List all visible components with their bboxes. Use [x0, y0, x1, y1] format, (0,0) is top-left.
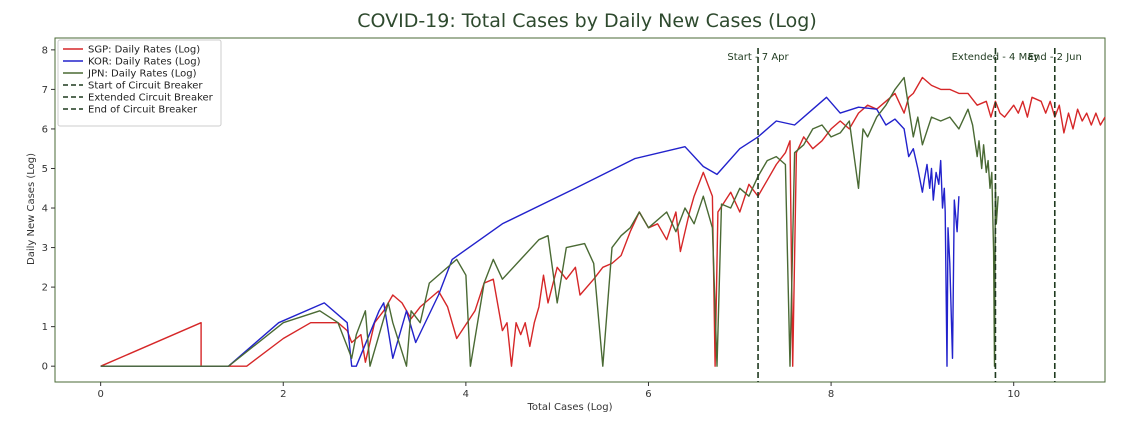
y-tick-label: 1: [42, 322, 48, 333]
series-line-jpn: [100, 76, 999, 367]
x-tick-label: 0: [97, 389, 103, 400]
x-tick-label: 6: [645, 389, 651, 400]
x-tick-label: 2: [280, 389, 286, 400]
y-tick-label: 7: [42, 85, 48, 96]
x-tick-label: 4: [463, 389, 469, 400]
y-tick-label: 0: [42, 362, 48, 373]
legend-entry: Extended Circuit Breaker: [88, 93, 214, 104]
y-axis-label: Daily New Cases (Log): [26, 153, 37, 265]
legend-entry: SGP: Daily Rates (Log): [88, 45, 200, 56]
legend-entry: End of Circuit Breaker: [88, 105, 198, 116]
axis-ticks: 0 2 4 6 8 10 0 1 2 3 4 5 6 7 8: [42, 45, 1020, 400]
y-tick-label: 2: [42, 283, 48, 294]
legend-entry: Start of Circuit Breaker: [88, 81, 203, 92]
vline-annotation: End - 2 Jun: [1028, 52, 1082, 63]
y-tick-label: 6: [42, 124, 48, 135]
x-tick-label: 8: [828, 389, 834, 400]
y-tick-label: 8: [42, 45, 48, 56]
y-tick-label: 4: [42, 204, 48, 215]
y-tick-label: 5: [42, 164, 48, 175]
series-line-kor: [100, 96, 960, 367]
series-group: [100, 76, 1106, 367]
x-axis-label: Total Cases (Log): [526, 402, 612, 413]
series-line-sgp: [100, 76, 1106, 367]
legend-entry: JPN: Daily Rates (Log): [87, 69, 197, 80]
x-tick-label: 10: [1007, 389, 1020, 400]
legend-entry: KOR: Daily Rates (Log): [88, 57, 201, 68]
legend: SGP: Daily Rates (Log)KOR: Daily Rates (…: [57, 39, 222, 127]
y-tick-label: 3: [42, 243, 48, 254]
vline-annotation: Start - 7 Apr: [727, 52, 789, 63]
vline-annotation: Extended - 4 May: [952, 52, 1040, 63]
plot-frame: [54, 37, 1106, 383]
legend-box: [57, 39, 222, 127]
chart-title: COVID-19: Total Cases by Daily New Cases…: [357, 10, 817, 32]
